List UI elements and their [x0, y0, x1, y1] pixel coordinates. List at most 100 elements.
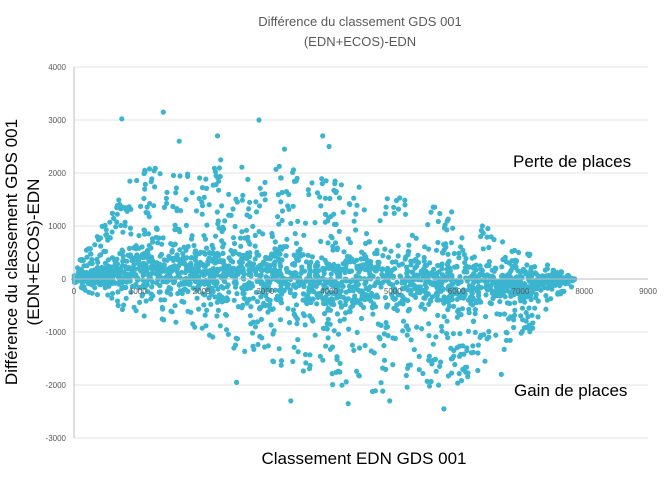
scatter-point [222, 218, 228, 224]
scatter-point [402, 197, 408, 203]
scatter-point [94, 278, 100, 285]
scatter-point [167, 270, 173, 276]
scatter-point [525, 292, 531, 298]
scatter-point [317, 353, 323, 359]
scatter-point [152, 184, 158, 190]
scatter-point [349, 342, 355, 348]
scatter-point [253, 209, 260, 215]
x-tick-label: 4000 [320, 287, 338, 296]
scatter-point [298, 279, 305, 285]
scatter-point [97, 267, 103, 273]
scatter-point [380, 279, 386, 285]
scatter-point [477, 272, 483, 278]
scatter-point [123, 284, 129, 291]
scatter-point [401, 286, 407, 292]
scatter-point [535, 298, 541, 304]
scatter-point [408, 337, 414, 343]
scatter-point [109, 229, 115, 235]
scatter-point [246, 280, 252, 286]
scatter-point [233, 335, 239, 341]
scatter-point [185, 243, 191, 250]
scatter-point [216, 187, 222, 193]
scatter-point [325, 335, 331, 341]
scatter-point [388, 248, 394, 254]
scatter-point [522, 299, 528, 305]
scatter-point [244, 212, 250, 218]
scatter-point [311, 288, 317, 295]
scatter-point [244, 286, 250, 292]
scatter-point [459, 306, 466, 312]
scatter-point [262, 197, 268, 203]
scatter-point [247, 260, 253, 266]
scatter-point [303, 360, 309, 366]
scatter-point [458, 378, 465, 384]
scatter-point [340, 209, 346, 215]
scatter-point [120, 229, 126, 235]
scatter-point [361, 207, 367, 213]
scatter-point [521, 325, 528, 331]
scatter-point [332, 291, 338, 297]
scatter-point [312, 220, 318, 226]
scatter-point [194, 295, 200, 301]
scatter-point [346, 326, 352, 332]
scatter-point [303, 299, 310, 306]
scatter-point [384, 302, 390, 308]
scatter-point [460, 295, 467, 301]
scatter-point [413, 235, 419, 241]
scatter-point [234, 271, 240, 278]
scatter-point [252, 269, 258, 275]
scatter-point [159, 241, 165, 247]
scatter-point [251, 261, 257, 267]
scatter-point [271, 261, 277, 267]
scatter-point [441, 296, 447, 302]
scatter-point [468, 350, 475, 356]
scatter-point [267, 297, 273, 303]
scatter-point [516, 288, 522, 294]
scatter-point [335, 331, 342, 337]
y-tick-label: 0 [62, 275, 67, 284]
scatter-point [463, 255, 469, 262]
scatter-point [378, 322, 384, 328]
scatter-point [353, 227, 359, 233]
scatter-point [212, 253, 218, 259]
scatter-point [111, 215, 117, 221]
scatter-point [434, 270, 440, 276]
scatter-point [180, 251, 186, 257]
scatter-point [545, 285, 551, 291]
scatter-point [484, 336, 490, 342]
scatter-point [508, 314, 514, 320]
scatter-point [294, 256, 300, 262]
scatter-point [391, 305, 397, 311]
scatter-point [348, 268, 355, 274]
scatter-point [233, 196, 239, 202]
scatter-point [285, 306, 291, 312]
scatter-point [198, 249, 204, 255]
scatter-point [363, 279, 369, 285]
scatter-point [514, 258, 520, 264]
scatter-point [382, 211, 388, 217]
x-tick-label: 2000 [193, 287, 211, 296]
scatter-point [516, 249, 522, 256]
scatter-point [331, 261, 337, 268]
scatter-point [124, 279, 130, 285]
scatter-point [341, 249, 347, 255]
scatter-point [179, 269, 185, 275]
scatter-point [109, 255, 115, 261]
scatter-point [337, 271, 343, 277]
scatter-point [445, 335, 451, 341]
scatter-point [137, 299, 143, 305]
scatter-point [305, 294, 311, 301]
scatter-point [272, 287, 279, 293]
scatter-point [285, 281, 291, 287]
scatter-point [129, 283, 135, 290]
scatter-point [321, 270, 327, 277]
scatter-point [206, 202, 212, 208]
scatter-point [120, 249, 126, 255]
scatter-point [404, 332, 410, 338]
scatter-point [483, 284, 489, 290]
scatter-point [216, 165, 222, 171]
scatter-point [364, 231, 370, 237]
scatter-point [520, 266, 527, 272]
scatter-point [404, 268, 410, 274]
scatter-point [433, 334, 439, 340]
